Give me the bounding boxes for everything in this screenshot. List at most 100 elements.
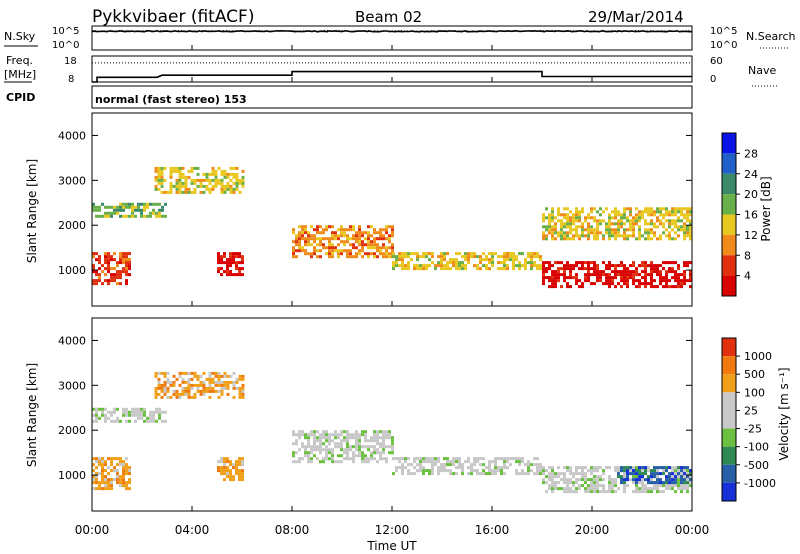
echo-cell bbox=[677, 276, 680, 280]
echo-cell bbox=[689, 273, 692, 277]
colorbar-segment bbox=[722, 446, 736, 465]
echo-cell bbox=[419, 457, 422, 461]
echo-cell bbox=[623, 213, 626, 217]
echo-cell bbox=[596, 279, 599, 283]
echo-cell bbox=[154, 386, 158, 390]
echo-cell bbox=[566, 466, 569, 470]
echo-cell bbox=[331, 246, 334, 250]
echo-cell bbox=[524, 258, 527, 262]
echo-cell bbox=[104, 484, 107, 488]
echo-cell bbox=[343, 451, 346, 455]
echo-cell bbox=[373, 457, 376, 461]
echo-cell bbox=[614, 213, 617, 217]
echo-cell bbox=[428, 252, 431, 256]
echo-cell bbox=[689, 210, 692, 214]
echo-cell bbox=[301, 225, 304, 229]
echo-cell bbox=[617, 472, 620, 476]
echo-cell bbox=[370, 457, 373, 461]
echo-cell bbox=[157, 386, 161, 390]
echo-cell bbox=[104, 475, 107, 479]
echo-cell bbox=[235, 273, 238, 277]
echo-cell bbox=[521, 472, 524, 476]
echo-cell bbox=[122, 202, 125, 206]
echo-cell bbox=[125, 205, 128, 209]
echo-cell bbox=[671, 270, 674, 274]
echo-cell bbox=[542, 282, 545, 286]
echo-cell bbox=[575, 207, 578, 211]
echo-cell bbox=[551, 228, 554, 232]
echo-cell bbox=[226, 172, 230, 176]
echo-cell bbox=[110, 419, 113, 423]
echo-cell bbox=[128, 481, 131, 485]
echo-cell bbox=[593, 264, 596, 268]
echo-cell bbox=[662, 213, 665, 217]
echo-cell bbox=[238, 463, 241, 467]
echo-cell bbox=[545, 469, 548, 473]
colorbar-segment bbox=[722, 428, 736, 447]
echo-cell bbox=[485, 466, 488, 470]
echo-cell bbox=[539, 472, 542, 476]
echo-cell bbox=[217, 181, 221, 185]
echo-cell bbox=[683, 487, 686, 491]
echo-cell bbox=[686, 234, 689, 238]
echo-cell bbox=[128, 202, 131, 206]
echo-cell bbox=[232, 172, 236, 176]
echo-cell bbox=[641, 475, 644, 479]
echo-cell bbox=[238, 475, 241, 479]
echo-cell bbox=[686, 472, 689, 476]
echo-cell bbox=[494, 472, 497, 476]
echo-cell bbox=[563, 237, 566, 241]
echo-cell bbox=[452, 261, 455, 265]
echo-cell bbox=[560, 267, 563, 271]
echo-cell bbox=[644, 472, 647, 476]
echo-cell bbox=[620, 222, 623, 226]
echo-cell bbox=[211, 184, 215, 188]
echo-cell bbox=[337, 237, 340, 241]
velocity-echo-band bbox=[617, 466, 692, 485]
echo-cell bbox=[205, 172, 209, 176]
echo-cell bbox=[608, 225, 611, 229]
echo-cell bbox=[352, 460, 355, 464]
echo-cell bbox=[181, 386, 185, 390]
echo-cell bbox=[92, 255, 95, 259]
echo-cell bbox=[196, 389, 200, 393]
echo-cell bbox=[596, 490, 599, 494]
echo-cell bbox=[650, 207, 653, 211]
echo-cell bbox=[464, 460, 467, 464]
echo-cell bbox=[364, 460, 367, 464]
date-label: 29/Mar/2014 bbox=[588, 8, 684, 26]
echo-cell bbox=[113, 466, 116, 470]
echo-cell bbox=[223, 252, 226, 256]
echo-cell bbox=[232, 371, 236, 375]
echo-cell bbox=[337, 454, 340, 458]
echo-cell bbox=[524, 264, 527, 268]
echo-cell bbox=[134, 407, 137, 411]
echo-cell bbox=[95, 413, 98, 417]
echo-cell bbox=[158, 214, 161, 218]
echo-cell bbox=[307, 252, 310, 256]
echo-cell bbox=[143, 214, 146, 218]
echo-cell bbox=[125, 407, 128, 411]
echo-cell bbox=[352, 457, 355, 461]
echo-cell bbox=[551, 225, 554, 229]
echo-cell bbox=[644, 285, 647, 289]
echo-cell bbox=[223, 175, 227, 179]
echo-cell bbox=[122, 469, 125, 473]
echo-cell bbox=[632, 222, 635, 226]
echo-cell bbox=[554, 276, 557, 280]
echo-cell bbox=[319, 240, 322, 244]
cpid-value: normal (fast stereo) 153 bbox=[95, 93, 247, 106]
echo-cell bbox=[211, 169, 215, 173]
echo-cell bbox=[686, 207, 689, 211]
echo-cell bbox=[161, 419, 164, 423]
echo-cell bbox=[220, 460, 223, 464]
echo-cell bbox=[238, 478, 241, 482]
echo-cell bbox=[322, 448, 325, 452]
echo-cell bbox=[482, 463, 485, 467]
echo-cell bbox=[671, 237, 674, 241]
freq-ytick-bottom: 8 bbox=[68, 74, 74, 85]
echo-cell bbox=[367, 457, 370, 461]
echo-cell bbox=[560, 234, 563, 238]
echo-cell bbox=[623, 472, 626, 476]
echo-cell bbox=[140, 211, 143, 215]
